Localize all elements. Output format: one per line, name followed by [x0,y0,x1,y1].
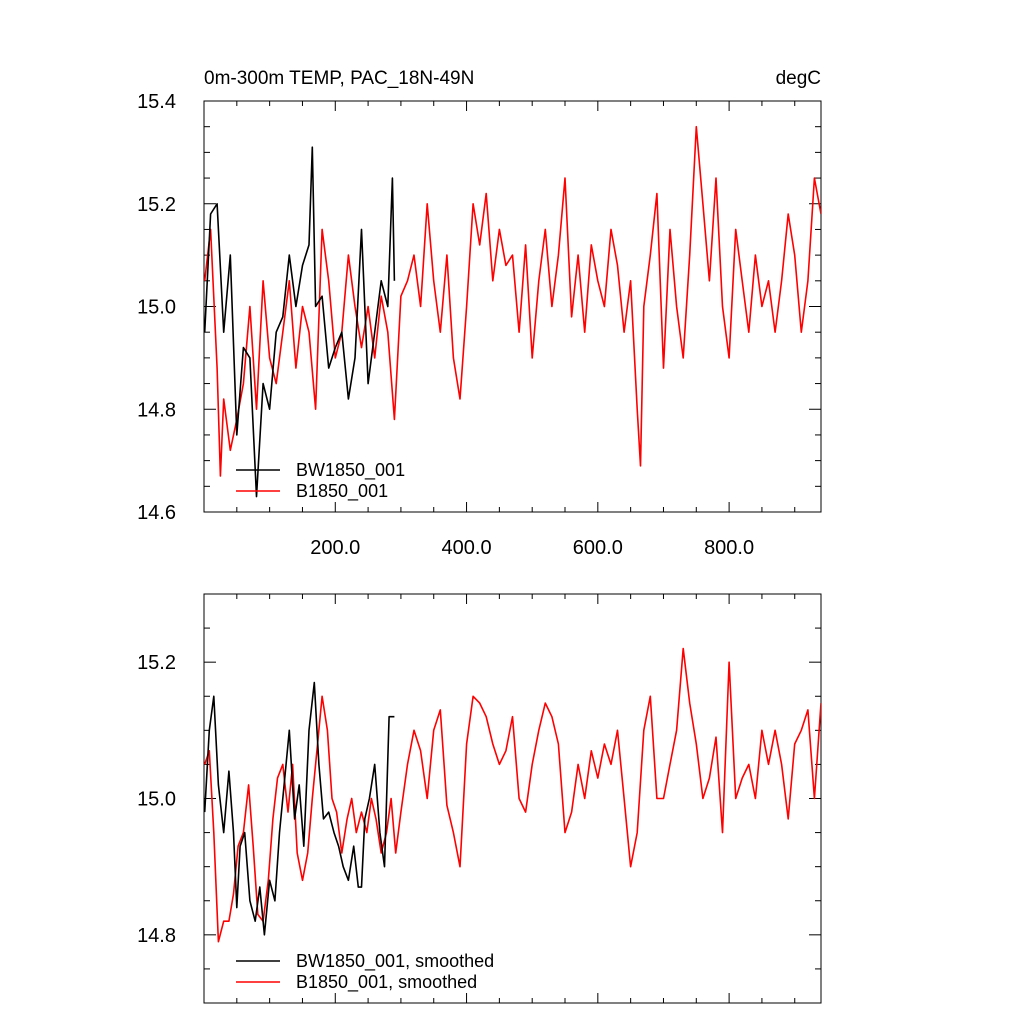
series-line-bw1850-001-smoothed [204,681,395,936]
y-tick-label: 15.2 [137,652,176,674]
x-tick-label: 800.0 [704,537,754,559]
x-tick-label: 400.0 [442,537,492,559]
panel-bottom: 14.8 15.0 15.2 BW1850_001, smoothedB1850_00… [137,593,822,1004]
y-tick-label: 15.0 [137,297,176,319]
y-tick-label: 14.6 [137,502,176,524]
legend-label: B1850_001, smoothed [296,972,477,993]
x-tick-label: 600.0 [573,537,623,559]
y-tick-label: 15.0 [137,789,176,811]
y-tick-label: 15.4 [137,91,176,113]
y-tick-label: 15.2 [137,194,176,216]
panel-top: 0m-300m TEMP, PAC_18N-49N degC 200.0 400.… [137,68,822,559]
series-line-b1850-001 [204,125,821,477]
legend-label: BW1850_001 [296,460,405,481]
panel-bottom-plot-area: 14.8 15.0 15.2 BW1850_001, smoothedB1850_00… [137,593,822,1004]
legend-label: B1850_001 [296,481,388,502]
panel-top-title-left: 0m-300m TEMP, PAC_18N-49N [204,68,474,89]
panel-top-title-right: degC [776,68,821,89]
legend-label: BW1850_001, smoothed [296,951,494,972]
y-tick-label: 14.8 [137,399,176,421]
x-tick-label: 200.0 [310,537,360,559]
series-line-b1850-001-smoothed [204,647,821,943]
series-line-bw1850-001 [204,146,396,498]
y-tick-label: 14.8 [137,925,176,947]
panel-top-plot-area: 200.0 400.0 600.0 800.0 14.6 14.8 15.0 15.2 15.4… [137,91,822,559]
